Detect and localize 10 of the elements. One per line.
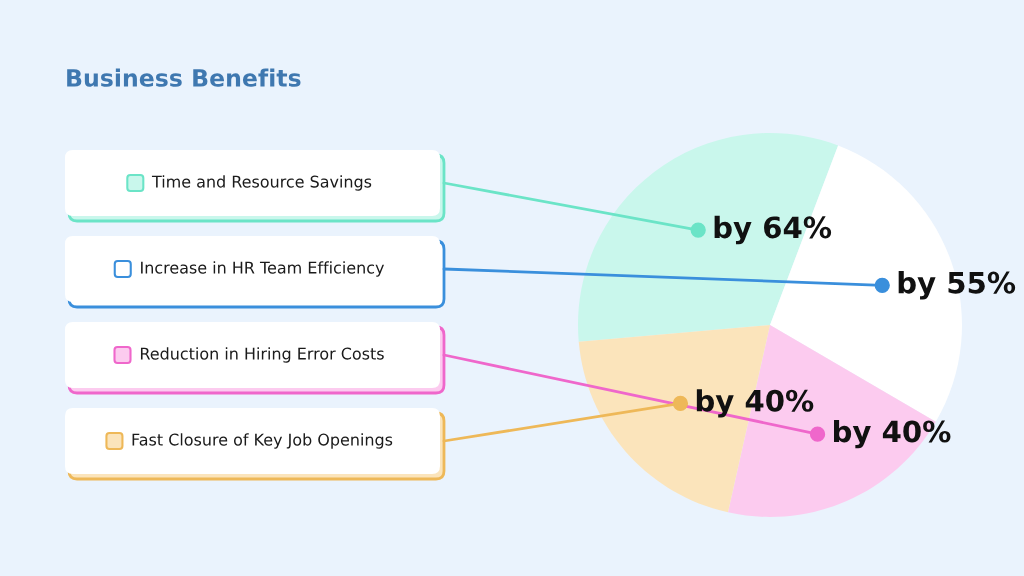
chart-title: Business Benefits xyxy=(67,68,301,87)
data-label: by 40% xyxy=(834,419,951,449)
pie-slice xyxy=(578,133,839,342)
legend-label: Reduction in Hiring Error Costs xyxy=(140,347,384,363)
legend-label: Fast Closure of Key Job Openings xyxy=(132,433,393,449)
data-label: by 55% xyxy=(898,271,1016,300)
legend-label: Increase in HR Team Efficiency xyxy=(141,261,384,277)
data-label: by 40% xyxy=(696,389,814,418)
data-label: by 64% xyxy=(714,215,832,245)
legend-label: Time and Resource Savings xyxy=(151,175,372,191)
